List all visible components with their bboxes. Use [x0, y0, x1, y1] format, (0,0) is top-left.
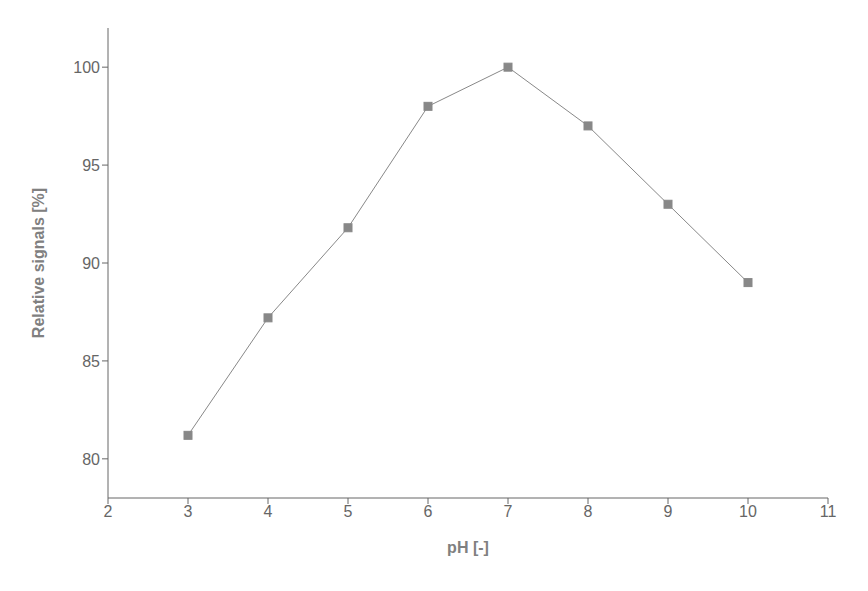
svg-text:8: 8	[584, 503, 593, 520]
svg-text:90: 90	[82, 255, 100, 272]
svg-text:Relative signals [%]: Relative signals [%]	[30, 188, 47, 338]
svg-text:5: 5	[344, 503, 353, 520]
svg-text:100: 100	[73, 59, 100, 76]
svg-text:11: 11	[820, 503, 837, 520]
svg-text:pH [-]: pH [-]	[447, 539, 489, 556]
svg-text:4: 4	[264, 503, 273, 520]
svg-text:80: 80	[82, 451, 100, 468]
svg-text:7: 7	[504, 503, 513, 520]
svg-text:85: 85	[82, 353, 100, 370]
svg-text:3: 3	[184, 503, 193, 520]
svg-text:2: 2	[104, 503, 113, 520]
svg-text:10: 10	[739, 503, 757, 520]
svg-text:95: 95	[82, 157, 100, 174]
svg-text:9: 9	[664, 503, 673, 520]
svg-text:6: 6	[424, 503, 433, 520]
